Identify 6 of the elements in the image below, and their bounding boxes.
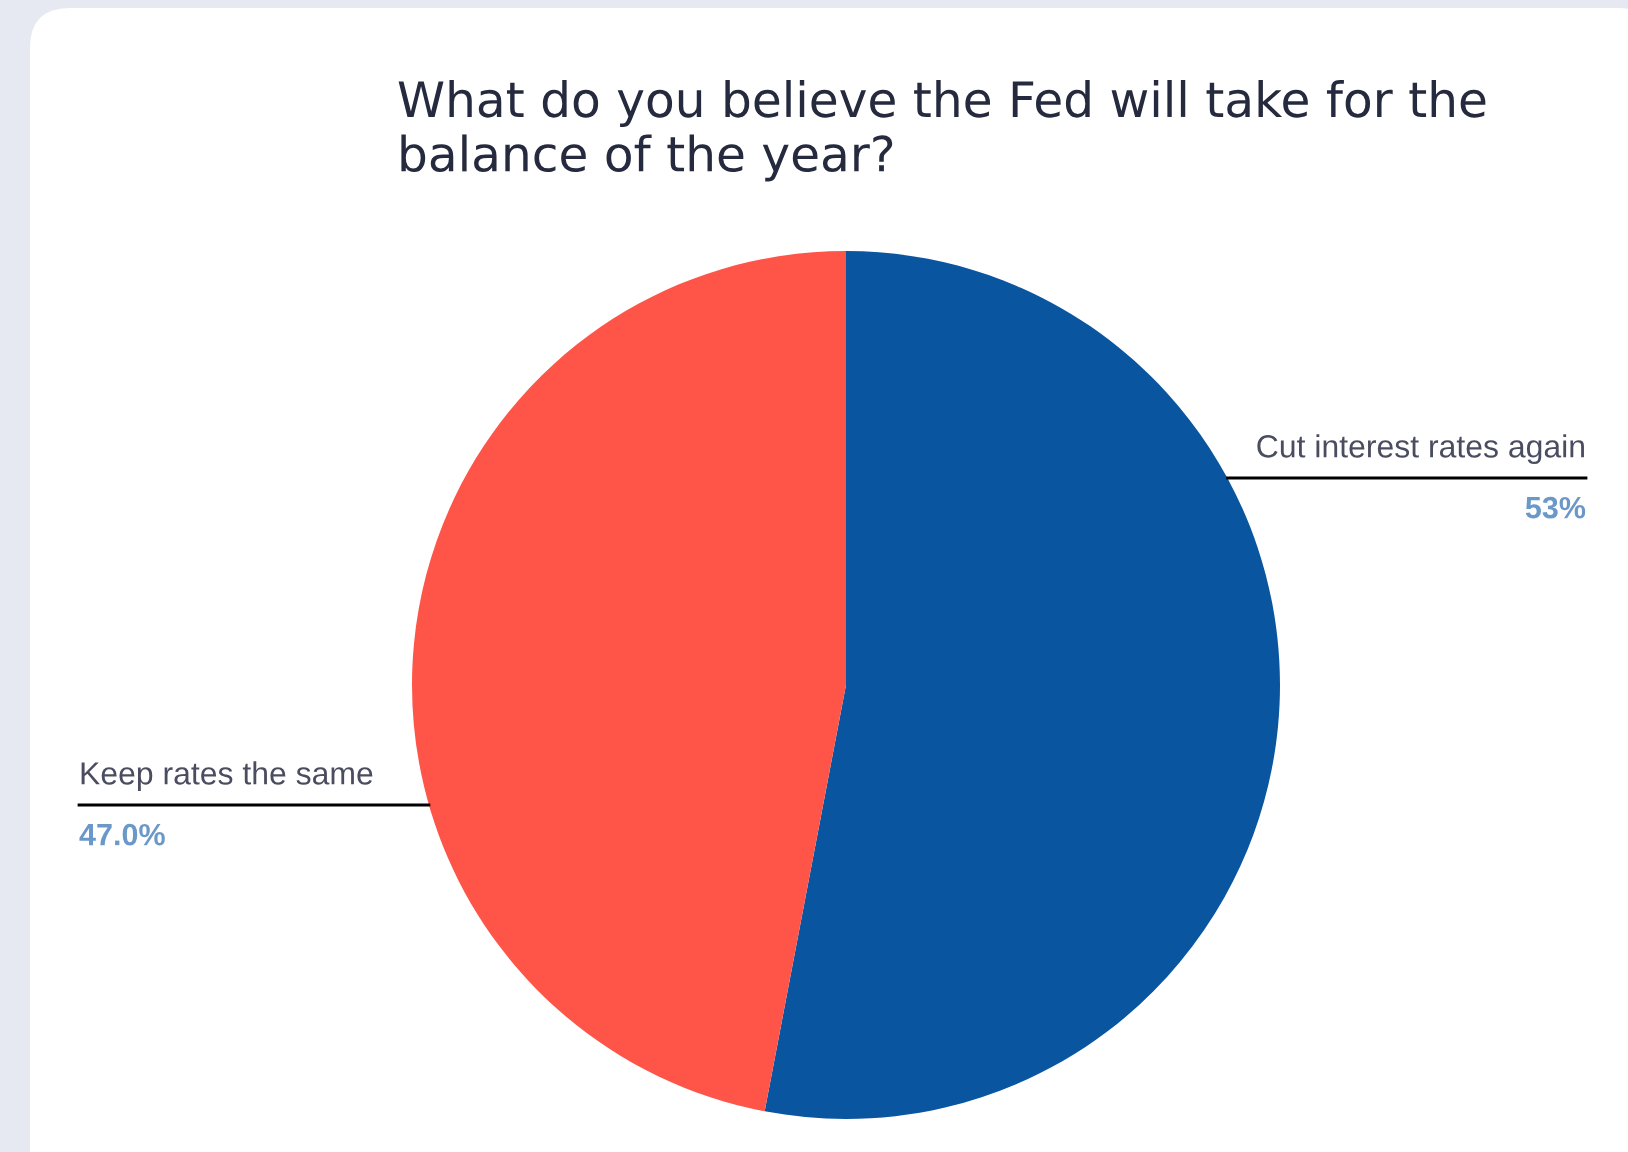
data-label: 53% [1525,496,1586,519]
slice-label: Keep rates the same [81,761,373,791]
data-label: 47.0% [79,823,165,846]
slice-label: Cut interest rates again [1257,434,1584,464]
chart-title: What do you believe the Fed will take for the balance of the year? [398,80,1486,182]
pie-slice [412,251,846,1112]
